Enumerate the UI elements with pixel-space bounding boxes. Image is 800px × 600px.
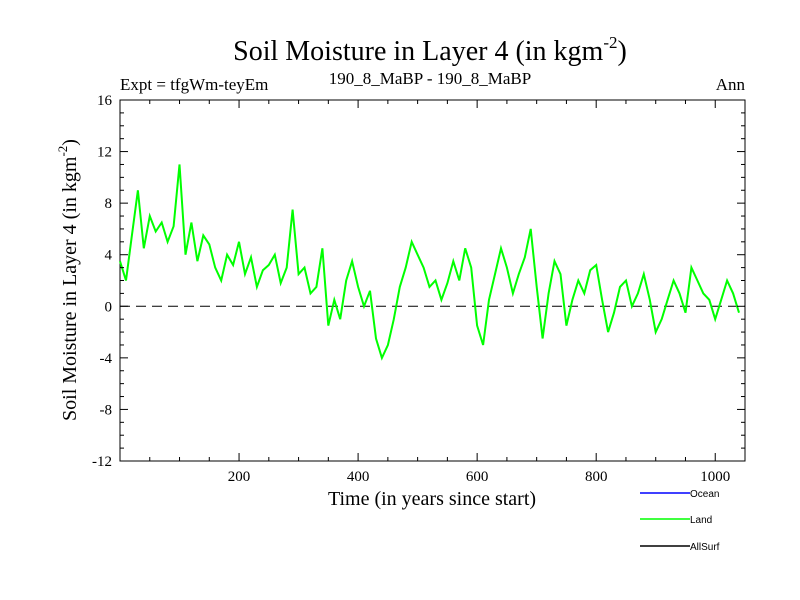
subtitle-right: Ann: [716, 75, 746, 94]
y-tick-label: 16: [97, 93, 113, 109]
y-tick-label: 8: [105, 196, 113, 212]
y-tick-label: 12: [97, 145, 112, 161]
axis-ticks: 200 400 600 800 1000 16 12 8 4 0 -4 -8 -12: [92, 93, 746, 485]
series-land-line: [119, 164, 740, 361]
x-tick-label: 600: [466, 469, 489, 485]
legend: Ocean Land AllSurf: [640, 489, 720, 553]
y-tick-label: -8: [100, 402, 113, 418]
chart-title-main: Soil Moisture in Layer 4 (in kgm: [233, 36, 603, 67]
y-axis-label-main: Soil Moisture in Layer 4 (in kgm: [59, 156, 81, 421]
x-tick-label: 400: [347, 469, 370, 485]
y-axis-label-sup: -2: [55, 146, 70, 157]
y-tick-label: -4: [100, 351, 113, 367]
y-tick-label: 0: [105, 299, 113, 315]
legend-label-land: Land: [690, 515, 712, 526]
x-tick-label: 800: [585, 469, 608, 485]
y-axis-label-close: ): [59, 139, 81, 146]
y-axis-label: Soil Moisture in Layer 4 (in kgm-2): [55, 139, 81, 421]
subtitle-left: Expt = tfgWm-teyEm: [120, 75, 268, 94]
chart-title: Soil Moisture in Layer 4 (in kgm-2): [233, 33, 627, 67]
y-tick-label: 4: [105, 248, 113, 264]
y-tick-label: -12: [92, 454, 112, 470]
x-tick-label: 200: [228, 469, 251, 485]
plot-frame: [119, 99, 746, 462]
x-tick-label: 1000: [700, 469, 730, 485]
legend-label-allsurf: AllSurf: [690, 542, 720, 553]
subtitle-center: 190_8_MaBP - 190_8_MaBP: [329, 69, 531, 88]
chart-title-close: ): [618, 36, 627, 67]
legend-label-ocean: Ocean: [690, 489, 719, 500]
x-axis-label: Time (in years since start): [328, 488, 536, 510]
chart-title-sup: -2: [603, 33, 617, 52]
